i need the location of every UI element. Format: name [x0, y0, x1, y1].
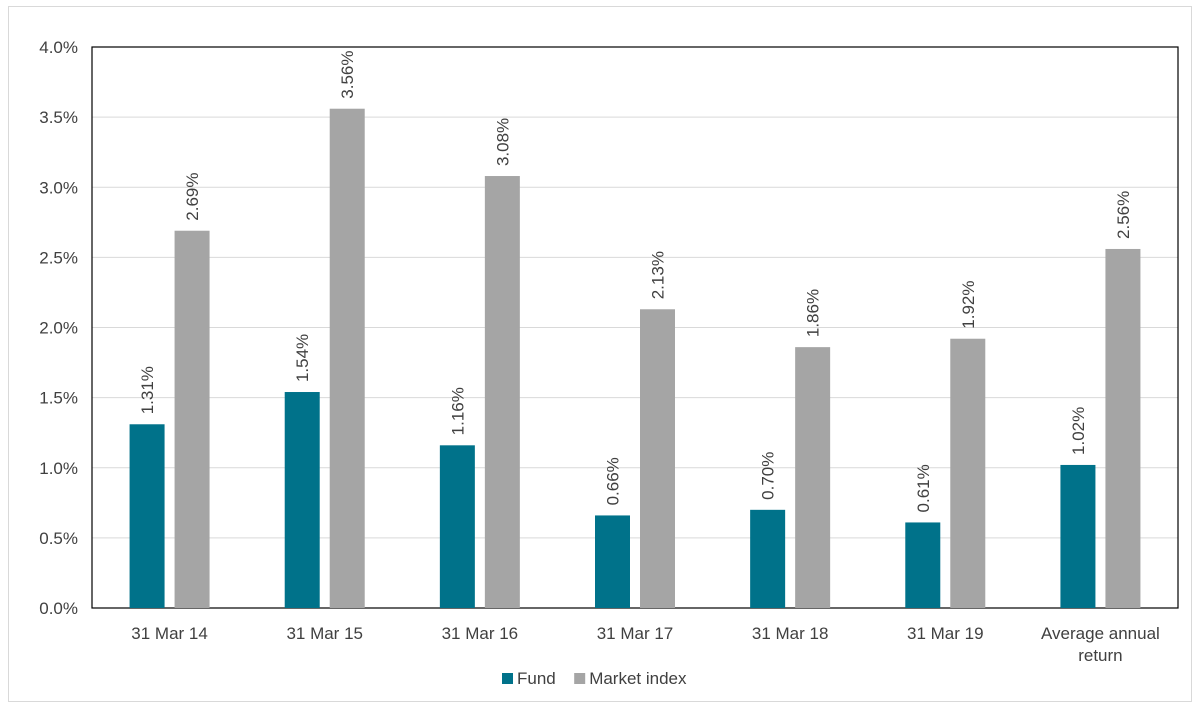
legend-swatch-fund [502, 673, 513, 684]
x-tick-label: 31 Mar 16 [442, 624, 519, 643]
bar-fund [129, 424, 165, 608]
data-label: 1.86% [804, 289, 823, 337]
bar-market-index [640, 309, 675, 608]
y-tick-label: 1.0% [39, 459, 78, 478]
plot-area-border [91, 46, 1179, 609]
data-label: 2.13% [649, 251, 668, 299]
data-label: 3.08% [493, 118, 512, 166]
bar-market-index [795, 347, 831, 608]
data-label: 0.70% [759, 452, 778, 500]
legend-label: Fund [517, 669, 556, 688]
y-tick-label: 2.5% [39, 248, 78, 267]
data-label: 1.54% [293, 334, 312, 382]
x-tick-label: Average annual [1041, 624, 1160, 643]
data-label: 2.56% [1114, 191, 1133, 239]
data-label: 0.61% [914, 464, 933, 512]
y-tick-label: 0.5% [39, 529, 78, 548]
y-tick-label: 3.0% [39, 178, 78, 197]
bar-fund [1060, 464, 1096, 608]
data-label: 1.31% [138, 366, 157, 414]
y-tick-label: 2.0% [39, 319, 78, 338]
data-label: 1.16% [448, 387, 467, 435]
legend-swatch-market-index [574, 673, 586, 684]
data-label: 3.56% [338, 51, 357, 99]
bar-market-index [484, 176, 520, 608]
bar-market-index [329, 108, 365, 609]
bar-market-index [950, 338, 986, 608]
data-label: 0.66% [604, 457, 623, 505]
x-tick-label: 31 Mar 18 [752, 624, 829, 643]
bar-fund [439, 445, 475, 608]
bar-market-index [1105, 248, 1141, 608]
bar-market-index [174, 230, 210, 609]
bar-fund [595, 515, 630, 608]
data-label: 2.69% [183, 173, 202, 221]
y-tick-label: 1.5% [39, 389, 78, 408]
legend-label: Market index [589, 669, 687, 688]
data-label: 1.02% [1069, 407, 1088, 455]
bar-fund [905, 522, 941, 608]
x-tick-label: 31 Mar 15 [286, 624, 363, 643]
x-tick-label: 31 Mar 17 [597, 624, 674, 643]
x-tick-label: return [1078, 646, 1122, 665]
bar-fund [284, 392, 320, 608]
y-tick-label: 0.0% [39, 599, 78, 618]
y-tick-label: 4.0% [39, 38, 78, 57]
x-tick-label: 31 Mar 14 [131, 624, 208, 643]
data-label: 1.92% [959, 281, 978, 329]
x-tick-label: 31 Mar 19 [907, 624, 984, 643]
y-tick-label: 3.5% [39, 108, 78, 127]
bar-fund [750, 509, 786, 608]
